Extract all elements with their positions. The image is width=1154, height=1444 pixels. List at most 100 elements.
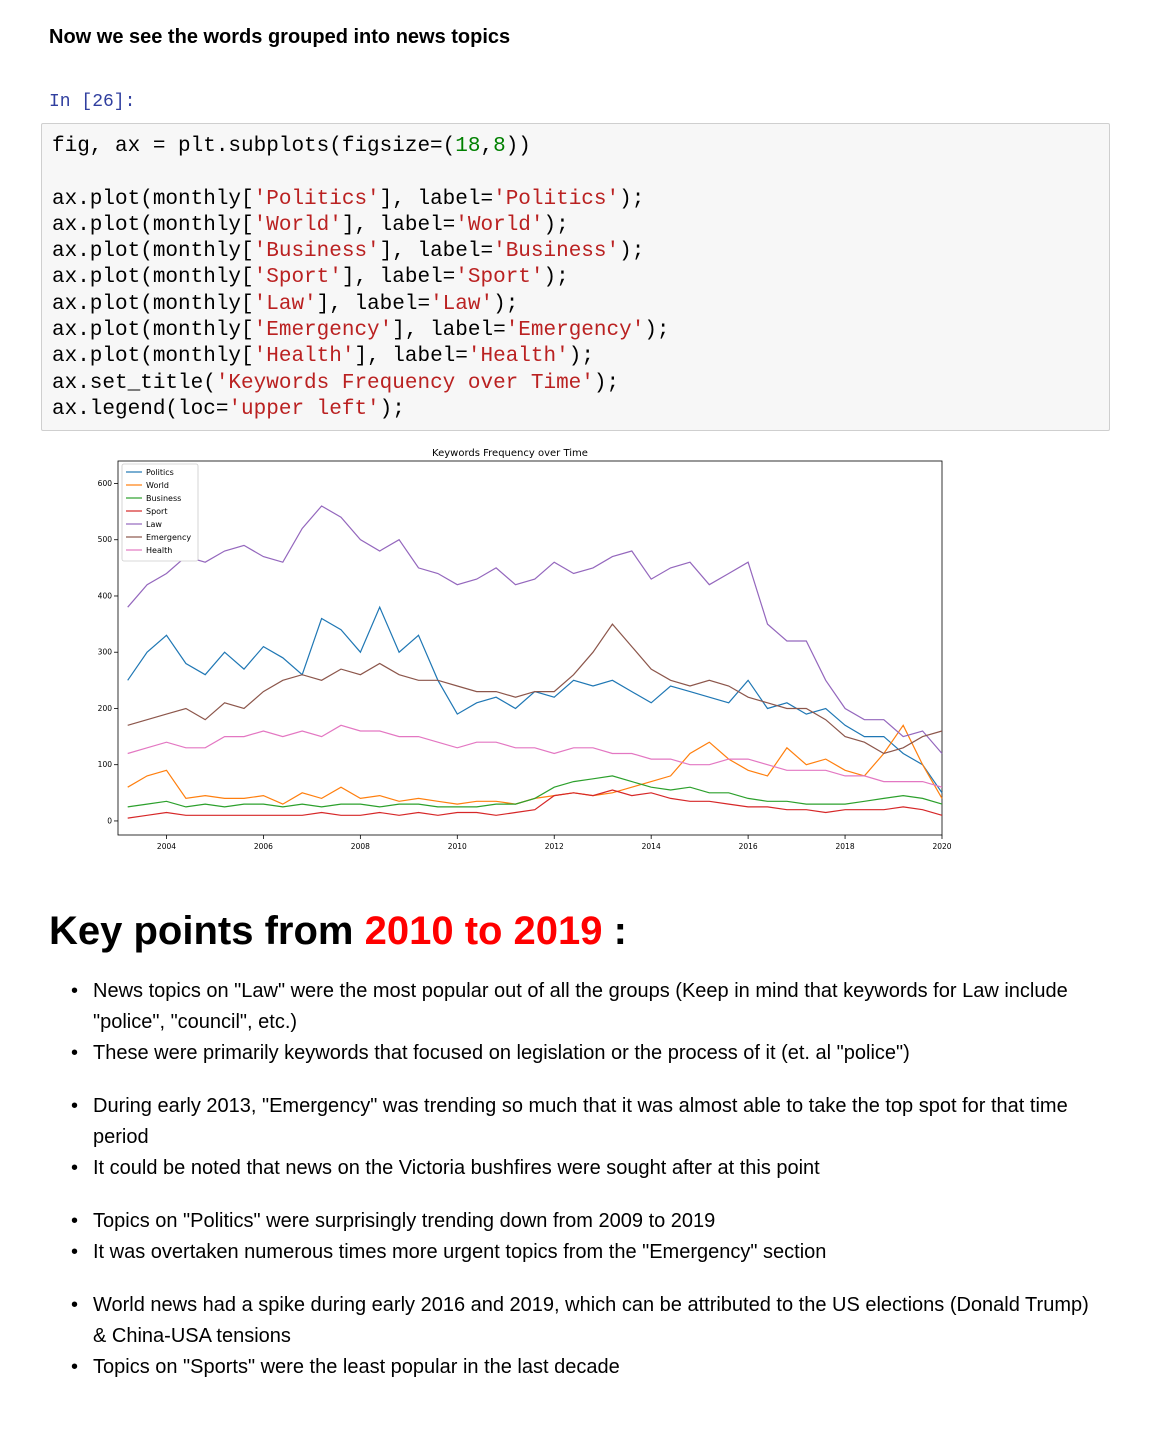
code-token: 'World'	[253, 213, 342, 237]
series-line-world	[127, 724, 943, 805]
code-token: 'Emergency'	[505, 319, 645, 343]
code-token: 18	[455, 135, 481, 158]
code-line: ax.plot(monthly['Law'], label='Law');	[52, 292, 670, 318]
legend-label: Politics	[146, 468, 174, 477]
x-tick-label: 2004	[157, 842, 176, 851]
code-token: 'Business'	[253, 240, 380, 264]
code-cell-editor[interactable]: fig, ax = plt.subplots(figsize=(18,8)) ax…	[41, 123, 1110, 431]
code-token: 'Politics'	[493, 187, 620, 211]
code-line: ax.plot(monthly['Business'], label='Busi…	[52, 239, 670, 265]
code-token: 'Sport'	[455, 266, 544, 290]
key-point-item: News topics on "Law" were the most popul…	[71, 976, 1103, 1038]
code-token: );	[593, 371, 620, 395]
code-token: 'World'	[455, 213, 544, 237]
x-tick-label: 2018	[836, 842, 855, 851]
code-token: ax.plot(monthly[	[52, 213, 254, 237]
x-tick-label: 2008	[351, 842, 370, 851]
chart-title: Keywords Frequency over Time	[432, 448, 588, 459]
code-line	[52, 160, 670, 186]
code-token: 'Keywords Frequency over Time'	[215, 371, 594, 395]
code-line: ax.legend(loc='upper left');	[52, 397, 670, 423]
key-points-heading-prefix: Key points from	[49, 909, 365, 953]
y-tick-label: 600	[98, 479, 113, 488]
x-tick-label: 2020	[932, 842, 951, 851]
y-tick-label: 200	[98, 704, 113, 713]
y-tick-label: 300	[98, 648, 113, 657]
series-layer	[127, 505, 943, 819]
series-line-law	[127, 505, 943, 754]
code-token: ax.plot(monthly[	[52, 240, 254, 264]
code-token: ))	[505, 135, 531, 158]
legend-label: Emergency	[146, 533, 191, 542]
chart-legend: Politics World Business Sport Law Emergency He…	[121, 463, 199, 562]
code-token: 'Law'	[430, 292, 494, 316]
code-token: ], label=	[316, 292, 431, 316]
series-line-business	[127, 775, 943, 808]
code-token: 8	[493, 135, 506, 158]
legend-label: World	[146, 481, 169, 490]
legend-label: Health	[146, 546, 172, 555]
keywords-frequency-chart: Keywords Frequency over Time 2004 2006 200…	[98, 448, 952, 851]
code-token: ], label=	[341, 213, 456, 237]
code-token: ax.legend(loc=	[52, 397, 229, 421]
code-token: ], label=	[379, 240, 494, 264]
code-token: );	[543, 266, 569, 290]
code-block: fig, ax = plt.subplots(figsize=(18,8)) ax…	[52, 134, 670, 423]
code-line: ax.plot(monthly['World'], label='World')…	[52, 213, 670, 239]
legend-label: Sport	[146, 507, 167, 516]
code-line: ax.set_title('Keywords Frequency over Ti…	[52, 371, 670, 397]
code-token: );	[619, 240, 645, 264]
code-token: );	[644, 319, 670, 343]
code-token: 'Law'	[253, 292, 317, 316]
code-line: ax.plot(monthly['Emergency'], label='Eme…	[52, 318, 670, 344]
axes-layer: 2004 2006 2008 2010 2012 2014 2016 2018 2020 0 100…	[98, 479, 952, 851]
code-token: 'Politics'	[253, 187, 380, 211]
code-token: ax.plot(monthly[	[52, 292, 254, 316]
code-line: ax.plot(monthly['Sport'], label='Sport')…	[52, 265, 670, 291]
code-token: fig, ax = plt.subplots(figsize=(	[52, 135, 456, 158]
code-token: ,	[480, 135, 494, 158]
code-token: );	[493, 292, 519, 316]
plot-area-frame	[117, 460, 943, 836]
x-tick-label: 2012	[545, 842, 564, 851]
key-points-heading-highlight: 2010 to 2019	[364, 909, 603, 953]
code-token: ], label=	[379, 187, 494, 211]
legend-label: Law	[146, 520, 162, 529]
key-point-item: It was overtaken numerous times more urg…	[71, 1237, 1103, 1268]
code-token: ], label=	[341, 266, 456, 290]
x-tick-label: 2016	[739, 842, 758, 851]
code-token: ], label=	[354, 345, 468, 369]
series-line-sport	[127, 789, 943, 819]
code-token: 'Emergency'	[253, 319, 393, 343]
y-tick-label: 100	[98, 760, 113, 769]
key-point-item: During early 2013, "Emergency" was trend…	[71, 1091, 1103, 1153]
legend-label: Business	[146, 494, 181, 503]
code-token: ax.set_title(	[52, 371, 216, 395]
code-token: );	[568, 345, 594, 369]
x-tick-label: 2014	[642, 842, 661, 851]
key-point-item: It could be noted that news on the Victo…	[71, 1153, 1103, 1184]
series-line-emergency	[127, 623, 943, 755]
x-tick-label: 2010	[448, 842, 467, 851]
key-points-heading: Key points from 2010 to 2019 :	[49, 909, 627, 954]
code-line: fig, ax = plt.subplots(figsize=(18,8))	[52, 134, 670, 160]
code-token: 'Health'	[253, 345, 355, 369]
code-token: ], label=	[392, 319, 506, 343]
key-points-heading-suffix: :	[602, 909, 627, 953]
y-tick-label: 400	[98, 591, 113, 600]
code-token: 'Business'	[493, 240, 620, 264]
markdown-heading: Now we see the words grouped into news t…	[49, 26, 511, 48]
code-token: ax.plot(monthly[	[52, 266, 254, 290]
code-token: 'Sport'	[253, 266, 342, 290]
x-tick-label: 2006	[254, 842, 273, 851]
code-token: );	[619, 187, 645, 211]
code-line: ax.plot(monthly['Politics'], label='Poli…	[52, 187, 670, 213]
code-token: 'Health'	[467, 345, 569, 369]
code-token: 'upper left'	[228, 397, 380, 421]
key-point-item: These were primarily keywords that focus…	[71, 1038, 1103, 1069]
series-line-health	[127, 724, 943, 788]
code-token: ax.plot(monthly[	[52, 187, 254, 211]
key-points-list: News topics on "Law" were the most popul…	[71, 976, 1103, 1383]
y-tick-label: 0	[107, 816, 112, 825]
code-token: );	[379, 397, 405, 421]
